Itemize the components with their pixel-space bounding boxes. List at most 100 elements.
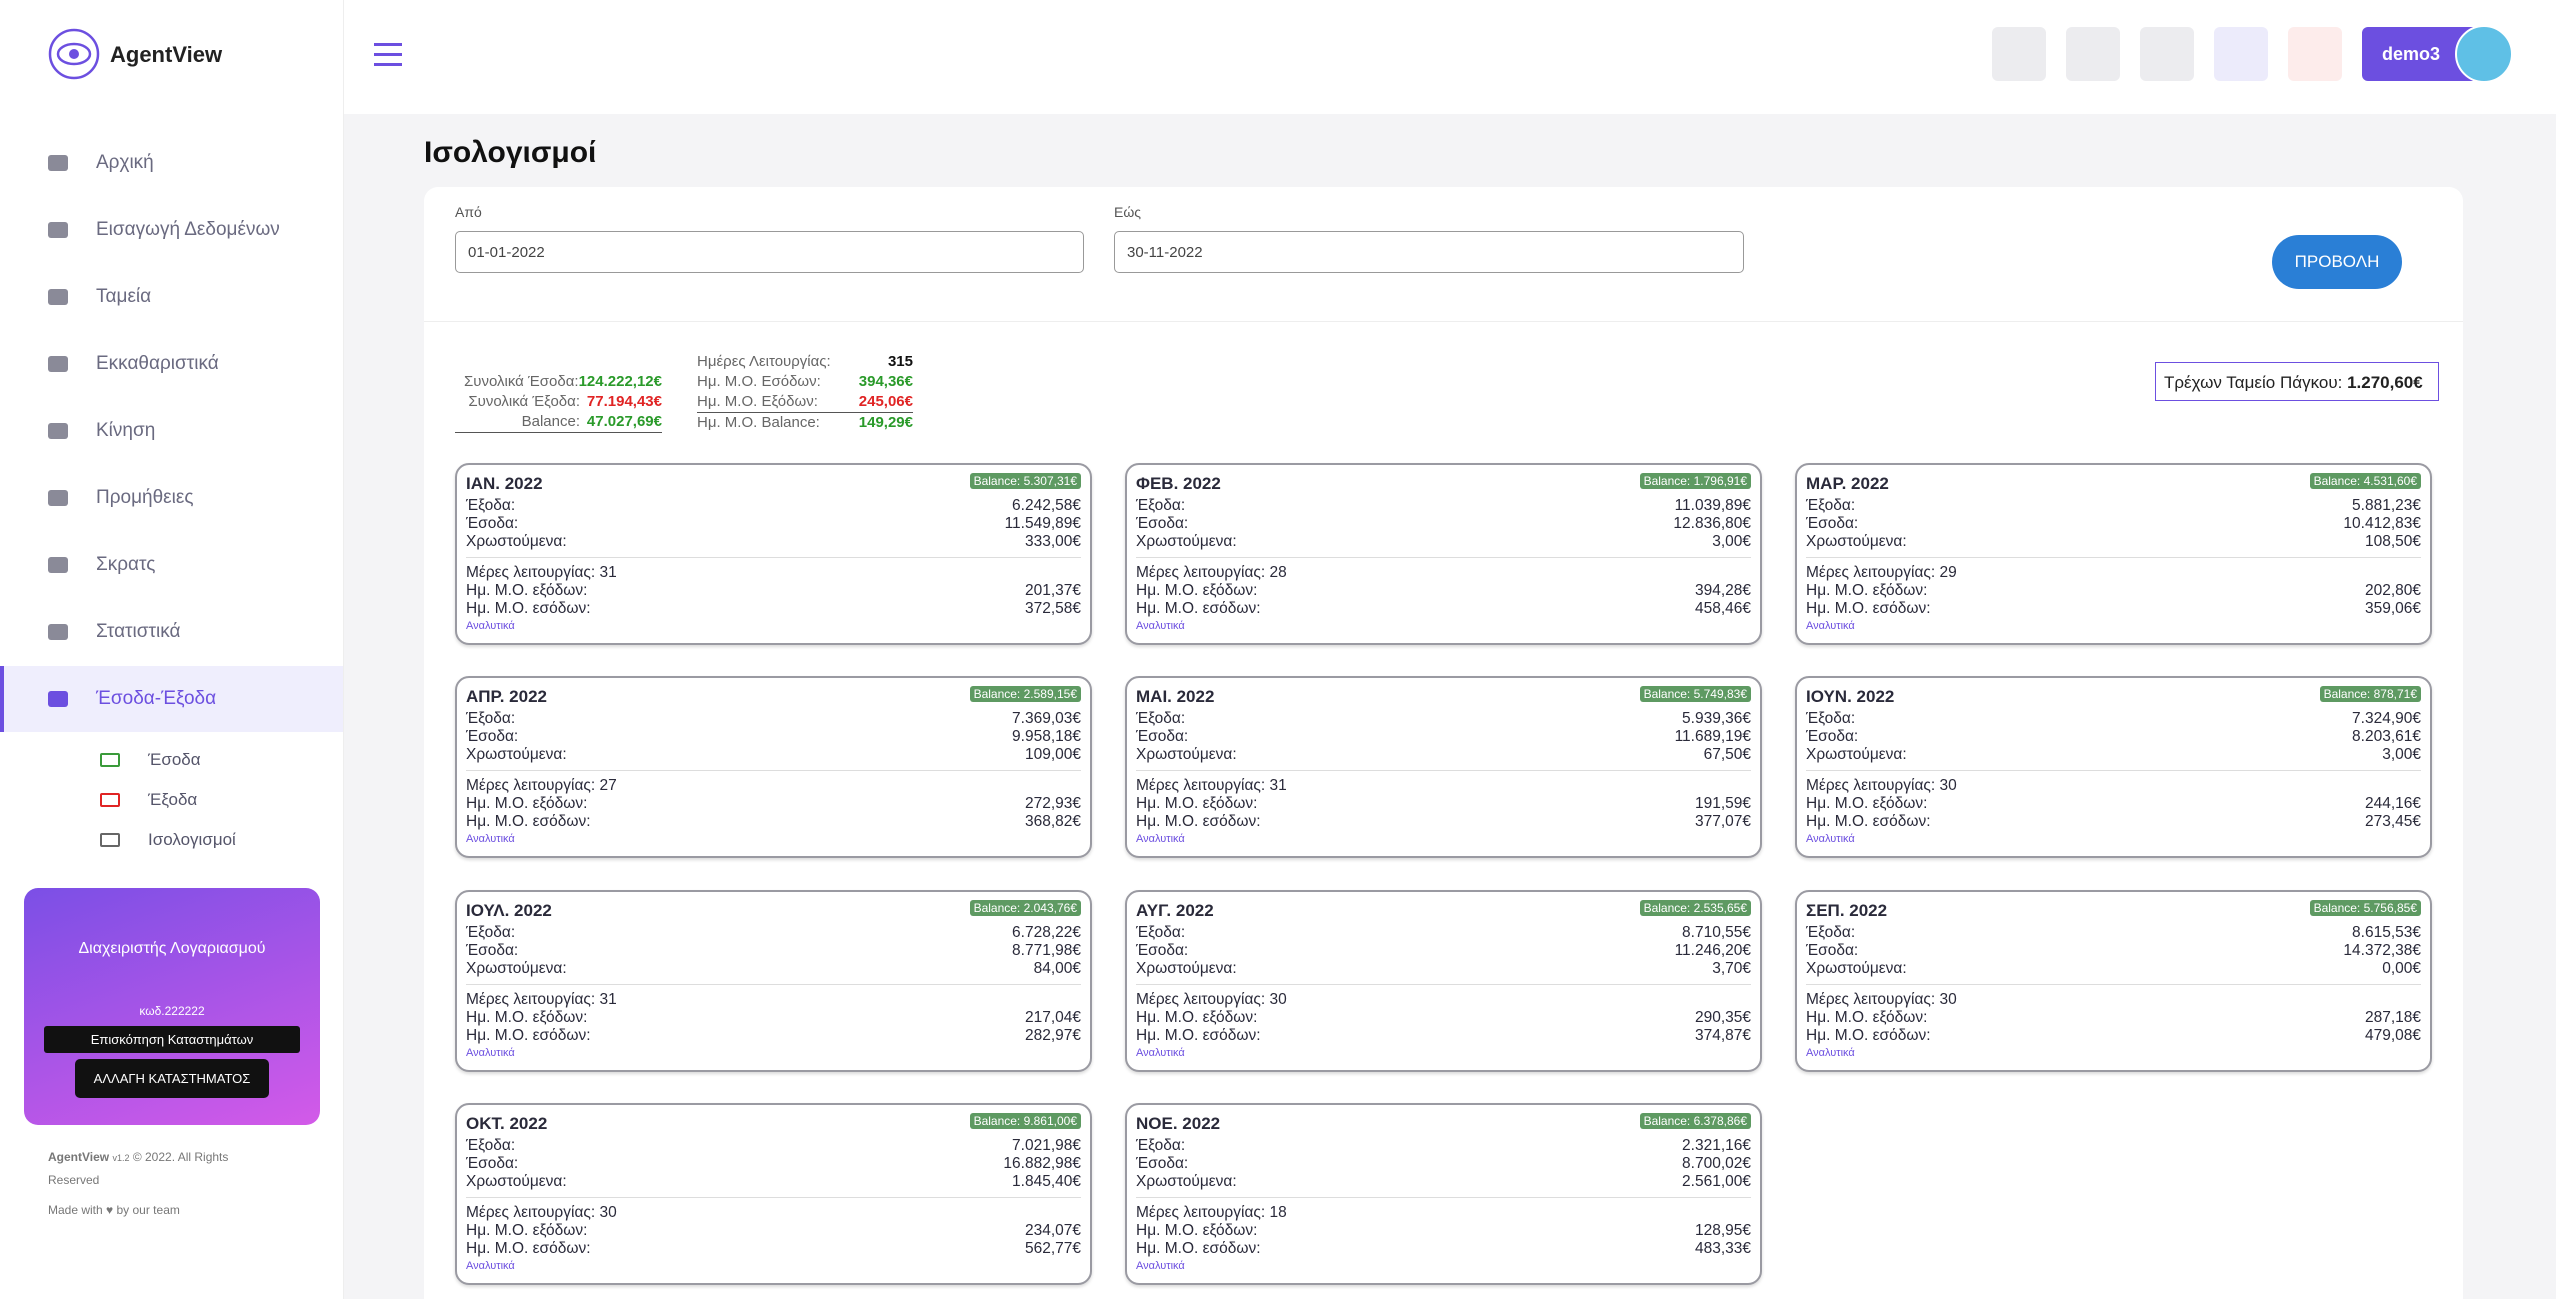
messages-button[interactable]	[2214, 27, 2268, 81]
row-value: 8.771,98€	[1012, 942, 1081, 959]
details-link[interactable]: Αναλυτικά	[1806, 833, 1855, 845]
card-row: Ημ. Μ.Ο. εσόδων: 273,45€	[1806, 813, 2421, 831]
days-wrap: Μέρες λειτουργίας: 27	[466, 777, 617, 795]
card-row: Ημ. Μ.Ο. εξόδων: 394,28€	[1136, 582, 1751, 600]
details-link[interactable]: Αναλυτικά	[1136, 620, 1185, 632]
subnav-item[interactable]: Ισολογισμοί	[100, 830, 236, 850]
row-value: 8.615,53€	[2352, 924, 2421, 941]
nav-item[interactable]: Αρχική	[0, 130, 343, 196]
nav-item[interactable]: Ταμεία	[0, 264, 343, 330]
nav-item[interactable]: Προμήθειες	[0, 465, 343, 531]
balance-label: Balance:	[2313, 474, 2361, 488]
month-name: ΜΑΡ. 2022	[1806, 474, 1889, 493]
row-label: Ημ. Μ.Ο. εσόδων:	[1136, 600, 1261, 617]
card-row: Έξοδα: 6.242,58€	[466, 497, 1081, 515]
row-label: Έξοδα:	[466, 710, 516, 727]
row-value: 479,08€	[2364, 1027, 2421, 1044]
deals-button[interactable]	[1992, 27, 2046, 81]
row-label: Ημ. Μ.Ο. εξόδων:	[1136, 795, 1258, 812]
register-button[interactable]	[2066, 27, 2120, 81]
card-row: Έσοδα: 8.700,02€	[1136, 1155, 1751, 1173]
row-value: 1.845,40€	[1012, 1173, 1081, 1190]
to-input[interactable]: 30-11-2022	[1114, 231, 1744, 273]
card-row: Ημ. Μ.Ο. εσόδων: 562,77€	[466, 1240, 1081, 1258]
details-link[interactable]: Αναλυτικά	[466, 1047, 515, 1059]
card-row: Χρωστούμενα: 2.561,00€	[1136, 1173, 1751, 1198]
row-label: Χρωστούμενα:	[466, 746, 567, 763]
details-link[interactable]: Αναλυτικά	[1136, 833, 1185, 845]
nav-item[interactable]: Εκκαθαριστικά	[0, 331, 343, 397]
menu-toggle[interactable]	[374, 42, 402, 68]
subnav-item[interactable]: Έσοδα	[100, 750, 201, 770]
footer-made: Made with	[48, 1203, 103, 1217]
card-row: Έσοδα: 10.412,83€	[1806, 515, 2421, 533]
days-wrap: Μέρες λειτουργίας: 30	[1136, 991, 1287, 1009]
from-input[interactable]: 01-01-2022	[455, 231, 1084, 273]
card-row: Χρωστούμενα: 109,00€	[466, 746, 1081, 771]
card-row: Έξοδα: 2.321,16€	[1136, 1137, 1751, 1155]
row-value: 2.321,16€	[1682, 1137, 1751, 1154]
card-row: Ημ. Μ.Ο. εξόδων: 244,16€	[1806, 795, 2421, 813]
avatar[interactable]	[2455, 25, 2513, 83]
details-link[interactable]: Αναλυτικά	[1806, 1047, 1855, 1059]
month-card: ΜΑΡ. 2022 Balance: 4.531,60€ Έξοδα: 5.881,2…	[1795, 463, 2432, 645]
details-link[interactable]: Αναλυτικά	[466, 833, 515, 845]
card-row: Χρωστούμενα: 3,00€	[1806, 746, 2421, 771]
row-label: Έσοδα:	[466, 728, 519, 745]
row-label: Ημ. Μ.Ο. εσόδων:	[1136, 1027, 1261, 1044]
row-value: 8.700,02€	[1682, 1155, 1751, 1172]
summary-value: 315	[887, 353, 913, 370]
view-button[interactable]: ΠΡΟΒΟΛΗ	[2272, 235, 2402, 289]
card-row: Μέρες λειτουργίας: 31	[466, 564, 1081, 582]
card-row: Ημ. Μ.Ο. εξόδων: 287,18€	[1806, 1009, 2421, 1027]
card-row: Ημ. Μ.Ο. εσόδων: 372,58€	[466, 600, 1081, 618]
summary-label: Ημ. Μ.Ο. Εσόδων:	[697, 373, 821, 390]
card-row: Ημ. Μ.Ο. εσόδων: 359,06€	[1806, 600, 2421, 618]
days-value: 30	[599, 1204, 617, 1221]
summary-label: Συνολικά Έξοδα:	[468, 393, 580, 410]
card-row: Ημ. Μ.Ο. εξόδων: 201,37€	[466, 582, 1081, 600]
nav-item[interactable]: Εισαγωγή Δεδομένων	[0, 197, 343, 263]
days-wrap: Μέρες λειτουργίας: 30	[1806, 991, 1957, 1009]
details-link[interactable]: Αναλυτικά	[1136, 1260, 1185, 1272]
change-store-button[interactable]: ΑΛΛΑΓΗ ΚΑΤΑΣΤΗΜΑΤΟΣ	[75, 1059, 269, 1098]
row-value: 11.246,20€	[1674, 942, 1751, 959]
balance-value: 4.531,60€	[2363, 474, 2417, 488]
notifications-button[interactable]	[2288, 27, 2342, 81]
days-value: 30	[1269, 991, 1287, 1008]
balance-label: Balance:	[1643, 474, 1691, 488]
row-label: Μέρες λειτουργίας:	[1806, 777, 1936, 794]
row-value: 0,00€	[2382, 960, 2421, 977]
subnav-item[interactable]: Έξοδα	[100, 790, 197, 810]
details-link[interactable]: Αναλυτικά	[1136, 1047, 1185, 1059]
nav-item[interactable]: Σκρατς	[0, 532, 343, 598]
month-card: ΙΟΥΝ. 2022 Balance: 878,71€ Έξοδα: 7.324,90…	[1795, 676, 2432, 858]
row-value: 287,18€	[2364, 1009, 2421, 1026]
balance-badge: Balance: 2.589,15€	[969, 686, 1081, 702]
nav-item[interactable]: Κίνηση	[0, 398, 343, 464]
row-label: Ημ. Μ.Ο. εσόδων:	[1806, 1027, 1931, 1044]
row-label: Έσοδα:	[1136, 1155, 1189, 1172]
month-name: ΙΑΝ. 2022	[466, 474, 543, 493]
row-label: Ημ. Μ.Ο. εξόδων:	[1136, 1222, 1258, 1239]
nav-label: Κίνηση	[96, 420, 156, 441]
card-row: Έσοδα: 8.203,61€	[1806, 728, 2421, 746]
nav-icon	[48, 490, 68, 506]
card-row: Έσοδα: 9.958,18€	[466, 728, 1081, 746]
days-value: 18	[1269, 1204, 1287, 1221]
nav-item[interactable]: Στατιστικά	[0, 599, 343, 665]
details-link[interactable]: Αναλυτικά	[466, 620, 515, 632]
row-label: Ημ. Μ.Ο. εσόδων:	[1136, 813, 1261, 830]
nav-item[interactable]: Έσοδα-Έξοδα	[0, 666, 343, 732]
card-row: Μέρες λειτουργίας: 30	[466, 1204, 1081, 1222]
details-link[interactable]: Αναλυτικά	[1806, 620, 1855, 632]
days-wrap: Μέρες λειτουργίας: 31	[466, 991, 617, 1009]
row-value: 3,00€	[2382, 746, 2421, 763]
details-link[interactable]: Αναλυτικά	[466, 1260, 515, 1272]
month-card: ΦΕΒ. 2022 Balance: 1.796,91€ Έξοδα: 11.039,…	[1125, 463, 1762, 645]
overview-button[interactable]: Επισκόπηση Καταστημάτων	[44, 1026, 300, 1053]
card-row: Έσοδα: 12.836,80€	[1136, 515, 1751, 533]
balance-value: 5.307,31€	[1023, 474, 1077, 488]
briefcase-button[interactable]	[2140, 27, 2194, 81]
